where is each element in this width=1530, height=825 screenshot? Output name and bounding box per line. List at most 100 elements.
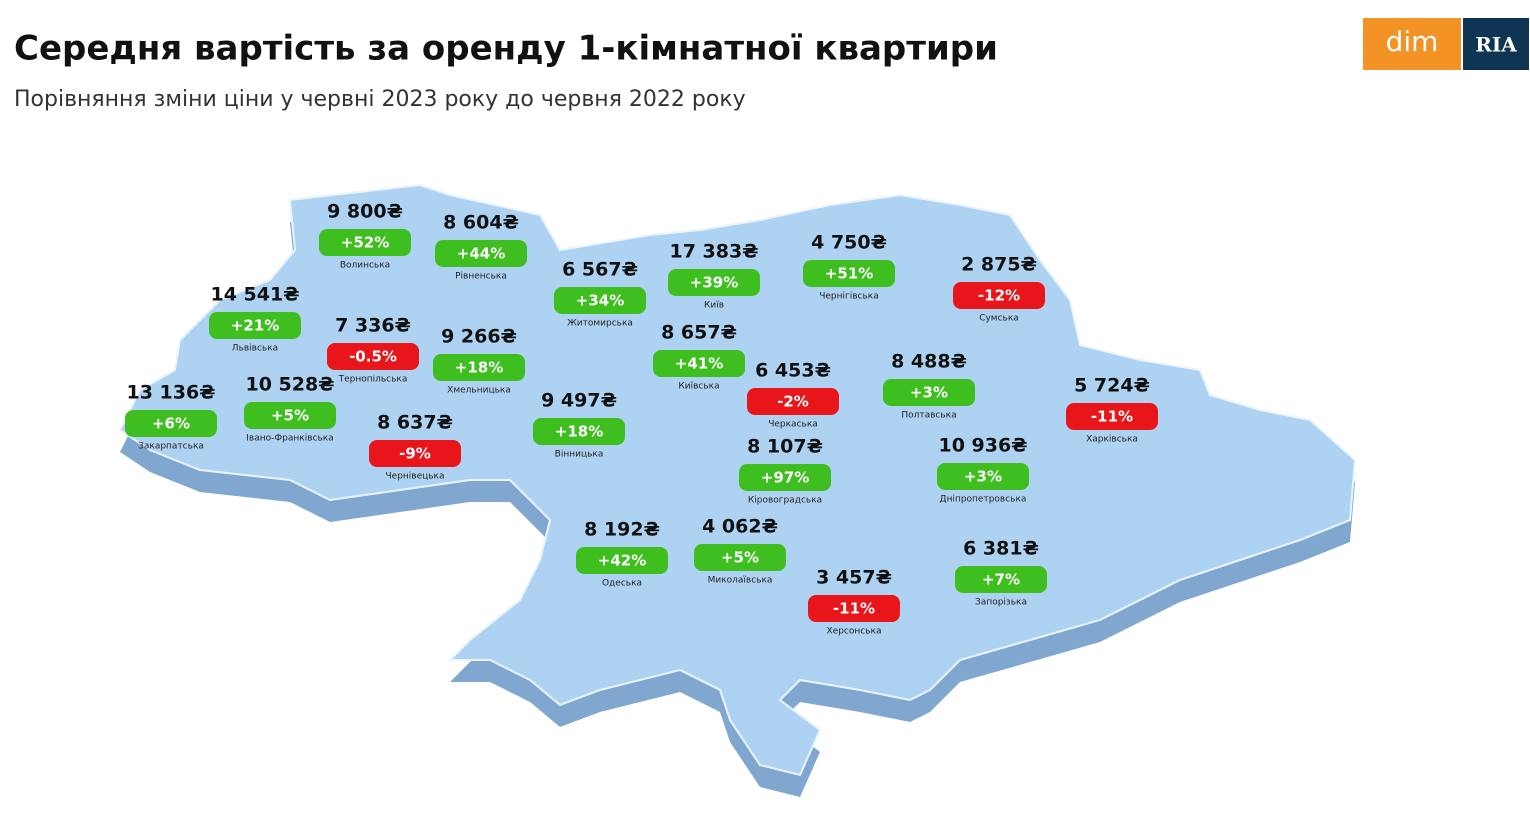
change-badge	[576, 547, 668, 574]
region-change: +39%	[690, 274, 738, 292]
change-badge	[955, 566, 1047, 593]
region-change: +42%	[598, 552, 646, 570]
region-change: +5%	[721, 549, 759, 567]
region-name: Львівська	[232, 344, 278, 354]
region-price: 6 453₴	[755, 360, 831, 382]
region-name: Київ	[704, 301, 724, 311]
region-name: Кіровоградська	[748, 496, 822, 506]
region-change: +41%	[675, 355, 723, 373]
region-price: 8 488₴	[891, 351, 967, 373]
region-price: 10 936₴	[938, 435, 1027, 457]
region-price: 17 383₴	[669, 241, 758, 263]
change-badge	[433, 354, 525, 381]
region-change: +18%	[555, 423, 603, 441]
region-price: 8 657₴	[661, 322, 737, 344]
change-badge	[533, 418, 625, 445]
change-badge	[883, 379, 975, 406]
region-price: 8 192₴	[584, 519, 660, 541]
region-change: -11%	[1091, 408, 1133, 426]
region-change: -2%	[777, 393, 809, 411]
region-name: Миколаївська	[708, 576, 773, 586]
region-change: -0.5%	[349, 348, 397, 366]
region-price: 8 637₴	[377, 412, 453, 434]
region-price: 3 457₴	[816, 567, 892, 589]
change-badge	[937, 463, 1029, 490]
region-name: Запорізька	[975, 598, 1027, 608]
change-badge	[739, 464, 831, 491]
logo-right-bg	[1463, 18, 1529, 70]
region-price: 13 136₴	[126, 382, 215, 404]
region-price: 4 750₴	[811, 232, 887, 254]
region-name: Дніпропетровська	[940, 495, 1027, 505]
change-badge	[808, 595, 900, 622]
change-badge	[435, 240, 527, 267]
change-badge	[369, 440, 461, 467]
region-name: Київська	[678, 382, 719, 392]
subtitle: Порівняння зміни ціни у червні 2023 року…	[14, 87, 746, 112]
region-change: +3%	[910, 384, 948, 402]
region-name: Закарпатська	[138, 442, 204, 452]
change-badge	[803, 260, 895, 287]
region-change: +5%	[271, 407, 309, 425]
region-change: +7%	[982, 571, 1020, 589]
map-outline	[118, 183, 1357, 777]
region-change: +34%	[576, 292, 624, 310]
region-change: +52%	[341, 234, 389, 252]
region-price: 6 567₴	[562, 259, 638, 281]
title: Середня вартість за оренду 1-кімнатної к…	[14, 29, 998, 69]
region-name: Вінницька	[555, 450, 604, 460]
region-price: 9 800₴	[327, 201, 403, 223]
region-change: +3%	[964, 468, 1002, 486]
region-name: Харківська	[1086, 435, 1138, 445]
change-badge	[747, 388, 839, 415]
region-price: 8 604₴	[443, 212, 519, 234]
region-price: 10 528₴	[245, 374, 334, 396]
change-badge	[694, 544, 786, 571]
region-name: Чернігівська	[819, 292, 879, 302]
region-price: 6 381₴	[963, 538, 1039, 560]
region-change: +18%	[455, 359, 503, 377]
region-name: Чернівецька	[385, 472, 444, 482]
region-change: -11%	[833, 600, 875, 618]
region-name: Житомирська	[567, 319, 633, 329]
region-name: Тернопільська	[338, 375, 408, 385]
region-name: Рівненська	[455, 272, 507, 282]
region-name: Івано-Франківська	[246, 434, 333, 444]
change-badge	[244, 402, 336, 429]
region-name: Херсонська	[827, 627, 882, 637]
logo-left: dim	[1386, 25, 1439, 58]
region-change: +51%	[825, 265, 873, 283]
change-badge	[319, 229, 411, 256]
region-price: 8 107₴	[747, 436, 823, 458]
logo-right: RIA	[1475, 33, 1517, 57]
region-change: +6%	[152, 415, 190, 433]
region-price: 9 497₴	[541, 390, 617, 412]
change-badge	[125, 410, 217, 437]
region-price: 2 875₴	[961, 254, 1037, 276]
region-price: 9 266₴	[441, 326, 517, 348]
change-badge	[1066, 403, 1158, 430]
map	[118, 183, 1357, 797]
region-price: 14 541₴	[210, 284, 299, 306]
change-badge	[327, 343, 419, 370]
change-badge	[209, 312, 301, 339]
region-name: Сумська	[979, 314, 1019, 324]
change-badge	[668, 269, 760, 296]
region-price: 5 724₴	[1074, 375, 1150, 397]
region-name: Хмельницька	[447, 386, 511, 396]
logo-left-bg	[1363, 18, 1461, 70]
region-change: +44%	[457, 245, 505, 263]
region-price: 7 336₴	[335, 315, 411, 337]
region-name: Черкаська	[768, 420, 818, 430]
region-change: -12%	[978, 287, 1020, 305]
region-change: +97%	[761, 469, 809, 487]
region-change: -9%	[399, 445, 431, 463]
region-change: +21%	[231, 317, 279, 335]
change-badge	[653, 350, 745, 377]
region-name: Волинська	[340, 261, 390, 271]
change-badge	[953, 282, 1045, 309]
region-name: Одеська	[602, 579, 642, 589]
region-price: 4 062₴	[702, 516, 778, 538]
